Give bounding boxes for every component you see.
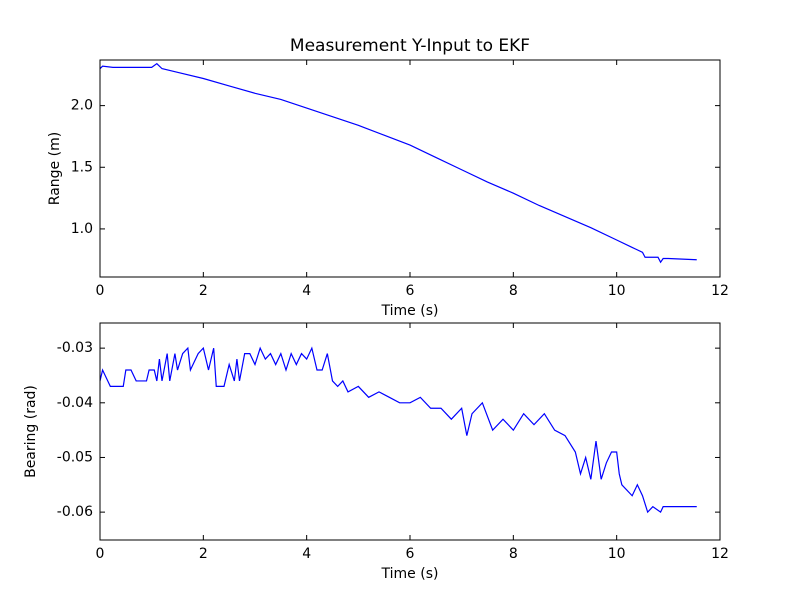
y-tick-label: -0.04 bbox=[57, 395, 93, 411]
x-tick-label: 8 bbox=[509, 283, 518, 299]
plot-area bbox=[100, 323, 720, 540]
y-tick-label: 2.0 bbox=[71, 98, 93, 114]
x-tick-label: 2 bbox=[199, 283, 208, 299]
y-axis-label: Bearing (rad) bbox=[23, 385, 39, 478]
chart-title: Measurement Y-Input to EKF bbox=[290, 36, 530, 56]
x-tick-label: 12 bbox=[711, 546, 729, 562]
x-tick-label: 0 bbox=[96, 283, 105, 299]
data-line bbox=[99, 346, 697, 514]
x-axis-label: Time (s) bbox=[381, 303, 439, 319]
x-tick-label: 8 bbox=[509, 546, 518, 562]
y-axis-label: Range (m) bbox=[47, 132, 63, 205]
x-tick-label: 10 bbox=[608, 546, 626, 562]
x-tick-label: 4 bbox=[302, 283, 311, 299]
y-tick-label: -0.06 bbox=[57, 504, 93, 520]
data-line bbox=[99, 62, 697, 264]
x-tick-label: 2 bbox=[199, 546, 208, 562]
y-tick-label: 1.0 bbox=[71, 221, 93, 237]
plot-area bbox=[100, 60, 720, 277]
y-tick-label: -0.03 bbox=[57, 340, 93, 356]
y-tick-label: 1.5 bbox=[71, 159, 93, 175]
x-tick-label: 12 bbox=[711, 283, 729, 299]
x-tick-label: 6 bbox=[406, 283, 415, 299]
x-tick-label: 6 bbox=[406, 546, 415, 562]
x-tick-label: 0 bbox=[96, 546, 105, 562]
x-tick-label: 4 bbox=[302, 546, 311, 562]
x-axis-label: Time (s) bbox=[381, 566, 439, 582]
x-tick-label: 10 bbox=[608, 283, 626, 299]
y-tick-label: -0.05 bbox=[57, 449, 93, 465]
